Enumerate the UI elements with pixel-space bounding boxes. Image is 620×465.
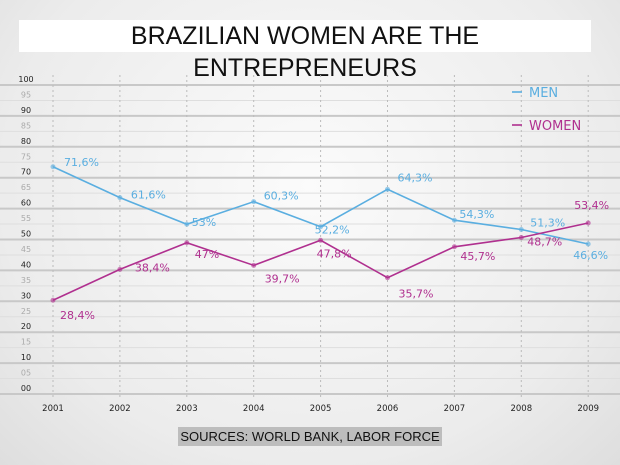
- x-tick-label: 2008: [510, 404, 532, 414]
- data-point: [518, 235, 524, 241]
- data-label: 64,3%: [398, 171, 433, 184]
- y-tick-label: 15: [21, 338, 31, 347]
- y-tick-label: 80: [21, 137, 31, 146]
- y-tick-label: 45: [21, 245, 31, 254]
- x-tick-label: 2009: [577, 404, 599, 414]
- data-point: [318, 237, 324, 243]
- data-point: [585, 220, 591, 226]
- y-tick-label: 85: [21, 121, 31, 130]
- data-label: 47,8%: [317, 247, 352, 260]
- y-tick-label: 95: [21, 90, 31, 99]
- data-label: 61,6%: [131, 189, 166, 202]
- x-tick-label: 2003: [176, 404, 198, 414]
- x-tick-label: 2004: [243, 404, 265, 414]
- y-tick-label: 00: [21, 384, 31, 393]
- y-tick-label: 100: [18, 75, 33, 84]
- data-point: [184, 240, 190, 246]
- y-tick-label: 70: [21, 168, 31, 177]
- data-point: [50, 164, 56, 170]
- y-tick-label: 60: [21, 199, 31, 208]
- y-tick-label: 55: [21, 214, 31, 223]
- y-tick-label: 65: [21, 183, 31, 192]
- data-point: [318, 224, 324, 230]
- y-tick-label: 35: [21, 276, 31, 285]
- data-point: [251, 262, 257, 268]
- data-label: 46,6%: [573, 249, 608, 262]
- data-label: 53%: [192, 216, 216, 229]
- data-point: [385, 186, 390, 192]
- data-label: 39,7%: [265, 272, 300, 285]
- source-note: SOURCES: WORLD BANK, LABOR FORCE: [178, 427, 442, 446]
- data-label: 51,3%: [530, 216, 565, 229]
- legend-label: MEN: [529, 86, 558, 101]
- data-label: 54,3%: [459, 208, 494, 221]
- data-label: 48,7%: [527, 236, 562, 249]
- y-tick-label: 50: [21, 230, 31, 239]
- x-tick-label: 2006: [377, 404, 399, 414]
- chart-title: BRAZILIAN WOMEN ARE THE ENTREPRENEURS: [19, 20, 591, 82]
- y-tick-label: 25: [21, 307, 31, 316]
- data-point: [385, 275, 390, 281]
- data-label: 38,4%: [135, 261, 170, 274]
- data-point: [251, 199, 257, 205]
- data-label: 45,7%: [460, 250, 495, 263]
- y-tick-label: 75: [21, 152, 31, 161]
- data-point: [518, 226, 524, 232]
- data-label: 52,2%: [315, 224, 350, 237]
- y-tick-label: 30: [21, 291, 31, 300]
- x-tick-label: 2002: [109, 404, 131, 414]
- y-tick-label: 20: [21, 322, 31, 331]
- y-tick-label: 10: [21, 353, 31, 362]
- data-point: [117, 195, 123, 201]
- data-point: [451, 244, 457, 250]
- data-label: 35,7%: [399, 288, 434, 301]
- y-tick-label: 90: [21, 106, 31, 115]
- data-label: 47%: [195, 248, 219, 261]
- data-point: [117, 266, 123, 272]
- data-label: 53,4%: [574, 199, 609, 212]
- x-tick-label: 2005: [310, 404, 332, 414]
- data-point: [451, 217, 457, 223]
- data-label: 71,6%: [64, 156, 99, 169]
- legend-label: WOMEN: [529, 119, 581, 134]
- data-point: [184, 221, 190, 227]
- data-point: [50, 297, 56, 303]
- x-tick-label: 2001: [42, 404, 64, 414]
- y-tick-label: 05: [21, 369, 31, 378]
- y-tick-label: 40: [21, 260, 31, 269]
- data-label: 28,4%: [60, 309, 95, 322]
- data-point: [585, 241, 591, 247]
- x-tick-label: 2007: [444, 404, 466, 414]
- data-label: 60,3%: [264, 190, 299, 203]
